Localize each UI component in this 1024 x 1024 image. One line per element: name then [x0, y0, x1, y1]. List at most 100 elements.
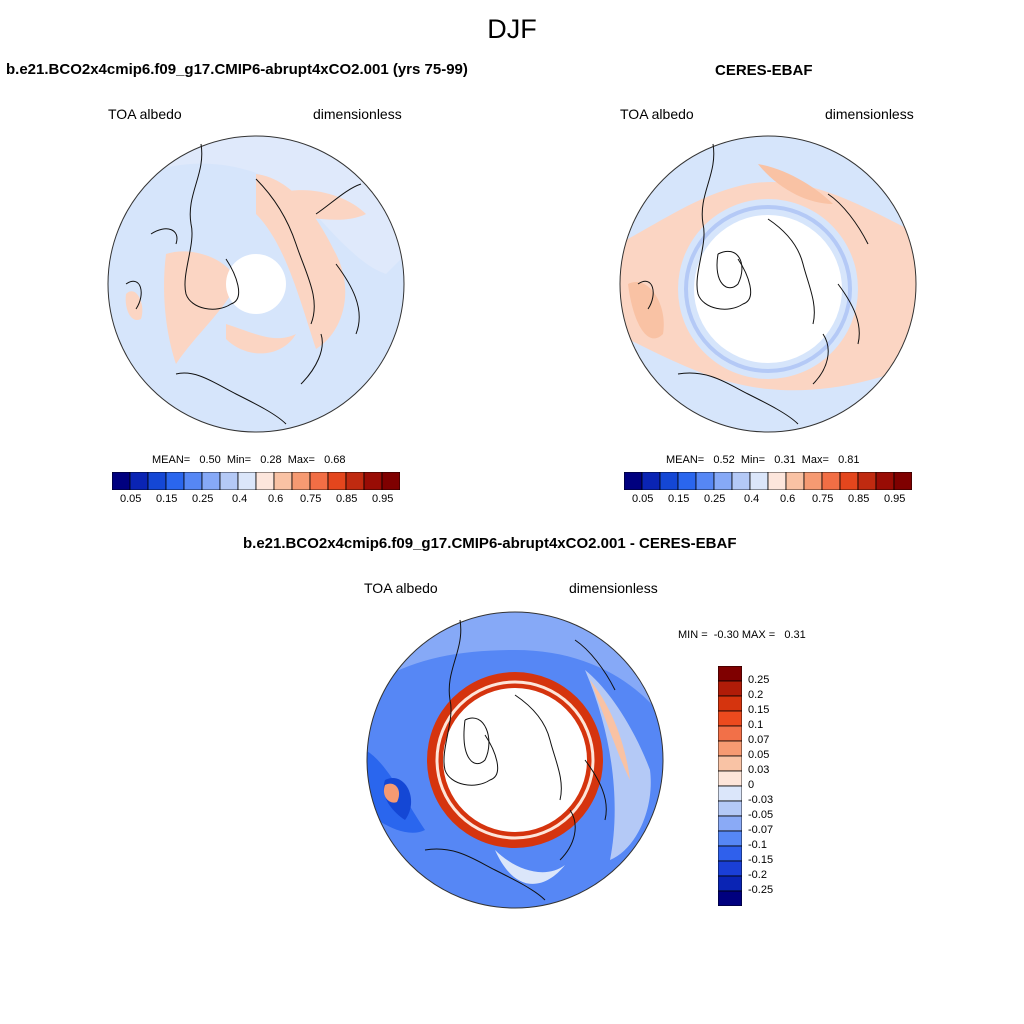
- panel2-tick: 0.6: [780, 493, 796, 505]
- colorbar-swatch: [183, 472, 203, 490]
- panel3-tick: 0: [748, 779, 755, 791]
- panel2-tick: 0.95: [884, 493, 906, 505]
- panel3-tick: 0.07: [748, 734, 770, 746]
- colorbar-swatch: [112, 472, 131, 490]
- panel2-tick: 0.25: [704, 493, 726, 505]
- panel2-map: [619, 135, 917, 433]
- colorbar-swatch: [641, 472, 661, 490]
- colorbar-swatch: [345, 472, 365, 490]
- panel3-tick: 0.25: [748, 674, 770, 686]
- panel3-tick: -0.2: [748, 869, 767, 881]
- colorbar-swatch: [718, 725, 742, 742]
- colorbar-swatch: [659, 472, 679, 490]
- colorbar-swatch: [165, 472, 185, 490]
- colorbar-swatch: [129, 472, 149, 490]
- panel2-colorbar: [624, 472, 912, 490]
- colorbar-swatch: [749, 472, 769, 490]
- panel2-colorbar-ticks: 0.05 0.15 0.25 0.4 0.6 0.75 0.85 0.95: [624, 493, 912, 507]
- panel1-stats: MEAN= 0.50 Min= 0.28 Max= 0.68: [152, 454, 346, 466]
- panel2-tick: 0.75: [812, 493, 834, 505]
- colorbar-swatch: [731, 472, 751, 490]
- colorbar-swatch: [718, 890, 742, 906]
- colorbar-swatch: [718, 755, 742, 772]
- panel1-tick: 0.6: [268, 493, 284, 505]
- panel3-title: b.e21.BCO2x4cmip6.f09_g17.CMIP6-abrupt4x…: [243, 535, 737, 552]
- panel1-colorbar-ticks: 0.05 0.15 0.25 0.4 0.6 0.75 0.85 0.95: [112, 493, 400, 507]
- colorbar-swatch: [718, 830, 742, 847]
- colorbar-swatch: [839, 472, 859, 490]
- panel3-tick: -0.15: [748, 854, 774, 866]
- colorbar-swatch: [363, 472, 383, 490]
- panel3-units: dimensionless: [569, 580, 658, 596]
- colorbar-swatch: [718, 875, 742, 892]
- colorbar-swatch: [767, 472, 787, 490]
- panel1-variable: TOA albedo: [108, 106, 182, 122]
- panel3-stats: MIN = -0.30 MAX = 0.31: [678, 629, 806, 641]
- panel3-tick: -0.1: [748, 839, 767, 851]
- colorbar-swatch: [327, 472, 347, 490]
- colorbar-swatch: [718, 815, 742, 832]
- colorbar-swatch: [718, 740, 742, 757]
- colorbar-swatch: [718, 695, 742, 712]
- panel3-variable: TOA albedo: [364, 580, 438, 596]
- colorbar-swatch: [718, 785, 742, 802]
- panel1-tick: 0.25: [192, 493, 214, 505]
- colorbar-swatch: [718, 800, 742, 817]
- panel3-tick: 0.03: [748, 764, 770, 776]
- colorbar-swatch: [695, 472, 715, 490]
- panel3-colorbar: [718, 666, 742, 906]
- panel3-tick: 0.05: [748, 749, 770, 761]
- panel2-units: dimensionless: [825, 106, 914, 122]
- colorbar-swatch: [237, 472, 257, 490]
- colorbar-swatch: [857, 472, 877, 490]
- colorbar-swatch: [893, 472, 912, 490]
- panel3-tick: 0.1: [748, 719, 764, 731]
- colorbar-swatch: [624, 472, 643, 490]
- panel1-tick: 0.95: [372, 493, 394, 505]
- colorbar-swatch: [201, 472, 221, 490]
- colorbar-swatch: [713, 472, 733, 490]
- panel3-tick: -0.05: [748, 809, 774, 821]
- panel2-tick: 0.15: [668, 493, 690, 505]
- panel3-tick: -0.03: [748, 794, 774, 806]
- colorbar-swatch: [821, 472, 841, 490]
- panel2-stats: MEAN= 0.52 Min= 0.31 Max= 0.81: [666, 454, 860, 466]
- colorbar-swatch: [273, 472, 293, 490]
- colorbar-swatch: [718, 860, 742, 877]
- colorbar-swatch: [677, 472, 697, 490]
- panel1-map: [107, 135, 405, 433]
- colorbar-swatch: [803, 472, 823, 490]
- colorbar-swatch: [718, 710, 742, 727]
- colorbar-swatch: [147, 472, 167, 490]
- colorbar-swatch: [291, 472, 311, 490]
- colorbar-swatch: [718, 845, 742, 862]
- colorbar-swatch: [718, 770, 742, 787]
- colorbar-swatch: [219, 472, 239, 490]
- colorbar-swatch: [718, 666, 742, 682]
- panel1-tick: 0.4: [232, 493, 248, 505]
- panel2-tick: 0.05: [632, 493, 654, 505]
- figure-title: DJF: [487, 14, 537, 44]
- panel1-tick: 0.85: [336, 493, 358, 505]
- panel1-tick: 0.15: [156, 493, 178, 505]
- panel2-tick: 0.85: [848, 493, 870, 505]
- panel2-tick: 0.4: [744, 493, 760, 505]
- panel2-title: CERES-EBAF: [715, 62, 813, 79]
- colorbar-swatch: [875, 472, 895, 490]
- panel1-tick: 0.05: [120, 493, 142, 505]
- panel1-tick: 0.75: [300, 493, 322, 505]
- panel3-tick: -0.07: [748, 824, 774, 836]
- panel3-tick: 0.15: [748, 704, 770, 716]
- panel1-colorbar: [112, 472, 400, 490]
- colorbar-swatch: [381, 472, 400, 490]
- panel3-colorbar-ticks: 0.25 0.2 0.15 0.1 0.07 0.05 0.03 0 -0.03…: [748, 674, 798, 904]
- panel1-title: b.e21.BCO2x4cmip6.f09_g17.CMIP6-abrupt4x…: [6, 61, 468, 78]
- panel2-variable: TOA albedo: [620, 106, 694, 122]
- colorbar-swatch: [309, 472, 329, 490]
- panel3-map: [366, 611, 664, 909]
- colorbar-swatch: [785, 472, 805, 490]
- colorbar-swatch: [718, 680, 742, 697]
- colorbar-swatch: [255, 472, 275, 490]
- panel3-tick: -0.25: [748, 884, 774, 896]
- panel3-tick: 0.2: [748, 689, 764, 701]
